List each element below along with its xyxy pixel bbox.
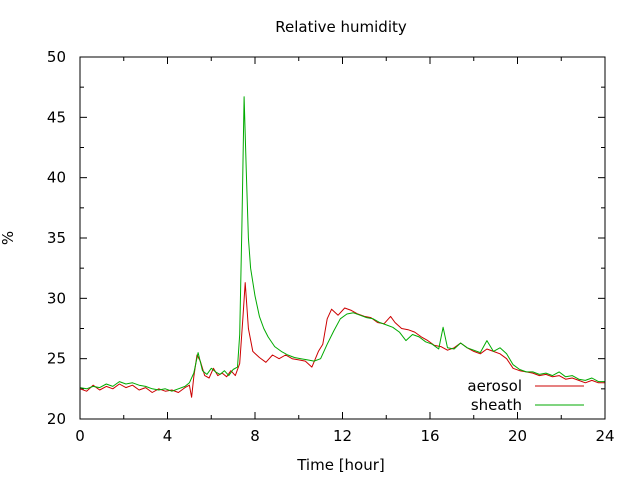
- y-tick-label: 40: [47, 169, 66, 187]
- x-tick-labels: 0 4 8 12 16 20 24: [75, 427, 614, 445]
- axis-ticks: [79, 56, 606, 420]
- x-tick-label: 24: [595, 427, 614, 445]
- x-tick-label: 0: [75, 427, 85, 445]
- y-tick-labels: 20 25 30 35 40 45 50: [47, 48, 66, 428]
- series-lines: [79, 96, 605, 398]
- y-tick-label: 50: [47, 48, 66, 66]
- x-axis-label: Time [hour]: [296, 456, 385, 474]
- y-axis-label: %: [0, 231, 17, 245]
- y-tick-label: 35: [47, 229, 66, 247]
- x-tick-label: 20: [508, 427, 527, 445]
- y-tick-label: 30: [47, 289, 66, 307]
- x-tick-label: 8: [250, 427, 260, 445]
- series-line-sheath: [79, 96, 605, 392]
- x-tick-label: 16: [420, 427, 439, 445]
- series-line-aerosol: [79, 282, 605, 398]
- x-tick-label: 4: [163, 427, 173, 445]
- x-tick-label: 12: [333, 427, 352, 445]
- y-tick-label: 45: [47, 108, 66, 126]
- plot-frame: [79, 56, 606, 420]
- y-tick-label: 20: [47, 410, 66, 428]
- chart-title: Relative humidity: [275, 18, 407, 36]
- y-tick-label: 25: [47, 350, 66, 368]
- legend-label-aerosol: aerosol: [467, 377, 522, 395]
- legend-label-sheath: sheath: [471, 396, 522, 414]
